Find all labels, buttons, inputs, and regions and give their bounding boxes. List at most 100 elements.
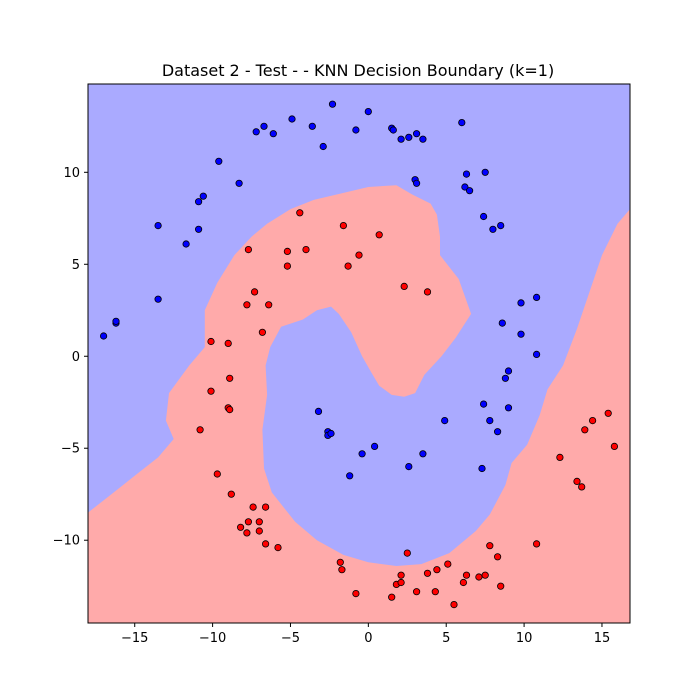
data-point-class-1 [283, 247, 291, 255]
data-point-class-1 [338, 566, 346, 574]
x-tick-label: 5 [442, 631, 450, 646]
data-point-class-0 [419, 135, 427, 143]
x-axis: −15 −10 −5 0 5 10 15 [121, 623, 610, 646]
data-point-class-0 [504, 367, 513, 375]
data-point-class-0 [195, 198, 203, 206]
data-point-class-1 [604, 409, 612, 417]
data-point-class-1 [207, 387, 215, 395]
data-point-class-0 [517, 330, 525, 338]
x-tick-label: −10 [199, 631, 226, 646]
data-point-class-1 [400, 282, 408, 290]
data-point-class-0 [405, 133, 413, 141]
data-point-class-0 [100, 332, 108, 340]
data-point-class-0 [489, 225, 497, 233]
data-point-class-0 [308, 122, 316, 130]
data-point-class-0 [288, 115, 296, 123]
data-point-class-0 [195, 225, 203, 233]
data-point-class-1 [352, 589, 360, 598]
data-point-class-0 [412, 179, 421, 187]
data-point-class-1 [207, 337, 215, 346]
data-point-class-1 [581, 426, 589, 434]
data-point-class-1 [274, 543, 282, 552]
y-tick-label: 0 [72, 350, 80, 365]
data-point-class-1 [397, 578, 405, 587]
data-point-class-1 [243, 301, 251, 309]
data-point-class-1 [532, 540, 541, 548]
data-point-class-1 [224, 339, 232, 347]
data-point-class-0 [501, 374, 509, 382]
y-tick-label: 5 [72, 258, 80, 273]
data-point-class-1 [296, 209, 304, 217]
data-point-class-1 [431, 588, 439, 596]
data-point-class-0 [319, 142, 327, 151]
data-point-class-0 [199, 192, 207, 200]
data-points [100, 100, 619, 609]
data-point-class-1 [255, 518, 263, 526]
data-point-class-0 [478, 464, 486, 473]
data-point-class-1 [486, 542, 494, 550]
data-point-class-0 [112, 317, 120, 325]
data-point-class-0 [269, 130, 277, 138]
data-point-class-1 [412, 588, 421, 596]
data-point-class-1 [588, 416, 597, 425]
data-point-class-0 [479, 400, 488, 408]
data-point-class-1 [375, 231, 383, 239]
data-point-class-1 [196, 426, 204, 434]
data-point-class-1 [493, 553, 502, 561]
data-point-class-1 [556, 453, 564, 461]
data-point-class-0 [370, 442, 379, 450]
data-point-class-0 [458, 119, 466, 127]
data-point-class-1 [255, 527, 263, 535]
data-point-class-0 [504, 404, 513, 412]
data-point-class-1 [258, 328, 266, 336]
data-point-class-1 [213, 470, 221, 478]
data-point-class-0 [327, 429, 335, 438]
data-point-class-0 [364, 108, 372, 116]
data-point-class-0 [352, 126, 360, 134]
data-point-class-1 [433, 566, 441, 574]
data-point-class-1 [573, 477, 581, 485]
y-tick-label: 10 [63, 166, 80, 181]
x-tick-label: 0 [364, 631, 372, 646]
data-point-class-1 [462, 571, 471, 579]
data-point-class-0 [154, 222, 162, 230]
data-point-class-0 [397, 135, 405, 143]
data-point-class-1 [610, 442, 619, 450]
x-tick-label: −15 [121, 631, 148, 646]
data-point-class-0 [358, 450, 366, 458]
y-tick-label: −10 [53, 534, 80, 549]
data-point-class-1 [336, 558, 344, 566]
data-point-class-0 [479, 212, 488, 221]
decision-regions-class-1 [88, 185, 630, 623]
data-point-class-1 [339, 222, 347, 230]
data-point-class-0 [389, 126, 397, 134]
data-point-class-0 [441, 416, 449, 425]
plot-area [87, 83, 631, 624]
data-point-class-1 [261, 540, 270, 548]
data-point-class-0 [252, 128, 260, 136]
data-point-class-0 [405, 462, 413, 471]
data-point-class-1 [243, 529, 251, 537]
data-point-class-1 [475, 573, 483, 581]
data-point-class-1 [244, 246, 252, 254]
data-point-class-0 [182, 240, 190, 248]
data-point-class-1 [283, 262, 291, 270]
data-point-class-1 [251, 288, 259, 296]
data-point-class-1 [397, 571, 405, 579]
data-point-class-0 [465, 187, 474, 195]
data-point-class-1 [497, 582, 505, 590]
data-point-class-1 [237, 523, 245, 531]
y-tick-label: −5 [61, 442, 80, 457]
data-point-class-1 [444, 560, 452, 568]
data-point-class-1 [227, 490, 235, 498]
data-point-class-0 [235, 179, 243, 187]
data-point-class-0 [461, 183, 469, 191]
data-point-class-1 [459, 578, 467, 587]
data-point-class-0 [497, 222, 505, 230]
data-point-class-0 [260, 122, 268, 130]
y-axis: −10 −5 0 5 10 [53, 166, 88, 549]
data-point-class-1 [265, 301, 273, 309]
data-point-class-0 [486, 416, 494, 425]
data-point-class-0 [419, 450, 427, 458]
